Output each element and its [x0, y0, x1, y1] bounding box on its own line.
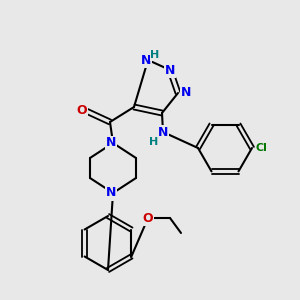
Text: N: N	[141, 53, 151, 67]
Text: N: N	[106, 136, 116, 149]
Text: H: H	[149, 137, 159, 147]
Text: O: O	[77, 103, 87, 116]
Text: H: H	[150, 50, 160, 60]
Text: N: N	[181, 86, 191, 100]
Text: O: O	[143, 212, 153, 224]
Text: N: N	[165, 64, 175, 76]
Text: N: N	[158, 125, 168, 139]
Text: N: N	[106, 187, 116, 200]
Text: Cl: Cl	[256, 143, 268, 153]
